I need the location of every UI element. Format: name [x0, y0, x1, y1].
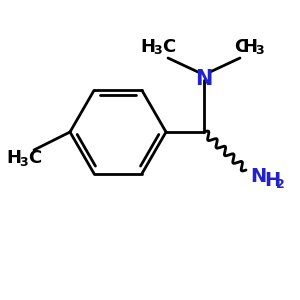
Text: 3: 3 — [153, 44, 161, 58]
Text: C: C — [234, 38, 248, 56]
Text: H: H — [7, 149, 22, 167]
Text: N: N — [250, 167, 266, 185]
Text: 3: 3 — [255, 44, 263, 58]
Text: C: C — [28, 149, 42, 167]
Text: H: H — [242, 38, 257, 56]
Text: C: C — [162, 38, 176, 56]
Text: 2: 2 — [276, 178, 284, 190]
Text: H: H — [264, 170, 280, 190]
Text: N: N — [195, 69, 213, 89]
Text: H: H — [140, 38, 155, 56]
Text: 3: 3 — [19, 155, 27, 169]
